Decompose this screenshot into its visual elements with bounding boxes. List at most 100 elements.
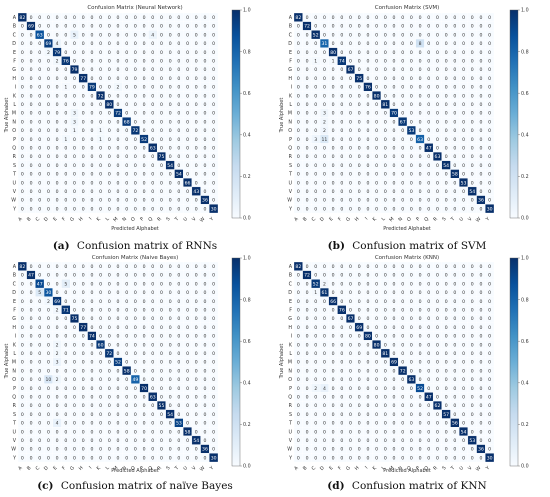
cell-value: 0: [445, 334, 448, 340]
cell-value: 0: [297, 325, 300, 331]
cell-value: 0: [479, 76, 482, 82]
cell-value: 0: [195, 32, 198, 38]
cell-value: 0: [47, 316, 50, 322]
cell-value: 0: [471, 198, 474, 204]
cell-value: 77: [80, 76, 86, 82]
cell-value: 0: [314, 180, 317, 186]
cell-value: 0: [177, 198, 180, 204]
cell-value: 0: [143, 325, 146, 331]
cell-value: 0: [479, 67, 482, 73]
cell-value: 0: [73, 281, 76, 287]
cell-value: 0: [186, 85, 189, 91]
cell-value: 0: [366, 264, 369, 270]
cell-value: 0: [160, 273, 163, 279]
cell-value: 3: [56, 360, 59, 366]
cell-value: 0: [73, 206, 76, 212]
cell-value: 0: [427, 163, 430, 169]
cell-value: 0: [195, 264, 198, 270]
cell-value: 0: [203, 299, 206, 305]
cell-value: 0: [21, 316, 24, 322]
cell-value: 0: [479, 180, 482, 186]
cell-value: 0: [479, 50, 482, 56]
cell-value: 0: [212, 24, 215, 30]
cell-value: 0: [384, 15, 387, 21]
cell-value: 0: [169, 429, 172, 435]
cell-value: 0: [349, 360, 352, 366]
cell-value: 0: [479, 429, 482, 435]
cell-value: 0: [108, 394, 111, 400]
cell-value: 0: [488, 342, 491, 348]
cell-value: 0: [323, 368, 326, 374]
cell-value: 0: [410, 342, 413, 348]
y-tick-label: W: [11, 447, 16, 453]
cell-value: 0: [169, 198, 172, 204]
cell-value: 0: [401, 59, 404, 65]
cell-value: 0: [479, 41, 482, 47]
cell-value: 0: [462, 412, 465, 418]
y-tick-label: R: [289, 154, 293, 160]
cell-value: 0: [393, 316, 396, 322]
x-tick-label: W: [475, 465, 483, 473]
cell-value: 0: [151, 325, 154, 331]
cell-value: 3: [314, 137, 317, 143]
y-tick-label: W: [287, 447, 292, 453]
cell-value: 0: [401, 189, 404, 195]
cell-value: 0: [82, 290, 85, 296]
cell-value: 1: [64, 137, 67, 143]
cell-value: 0: [203, 93, 206, 99]
cell-value: 0: [64, 290, 67, 296]
cell-value: 0: [453, 264, 456, 270]
cell-value: 0: [393, 163, 396, 169]
cell-value: 0: [410, 273, 413, 279]
cell-value: 0: [82, 189, 85, 195]
cell-value: 0: [82, 281, 85, 287]
y-tick-label: O: [288, 128, 292, 134]
cell-value: 0: [195, 334, 198, 340]
cell-value: 67: [348, 67, 354, 73]
cell-value: 0: [30, 334, 33, 340]
y-tick-label: U: [288, 180, 292, 186]
cell-value: 0: [160, 137, 163, 143]
cell-value: 0: [445, 325, 448, 331]
cell-value: 0: [64, 455, 67, 461]
cell-value: 0: [462, 119, 465, 125]
x-axis-label: Predicted Alphabet: [111, 226, 159, 232]
cell-value: 1: [314, 59, 317, 65]
cell-value: 0: [375, 290, 378, 296]
cell-value: 0: [410, 334, 413, 340]
cell-value: 0: [445, 128, 448, 134]
cell-value: 0: [393, 447, 396, 453]
cell-value: 0: [134, 342, 137, 348]
cell-value: 0: [384, 316, 387, 322]
cell-value: 0: [21, 299, 24, 305]
cell-value: 0: [419, 438, 422, 444]
x-tick-label: U: [182, 216, 189, 223]
cell-value: 60: [98, 342, 104, 348]
cell-value: 0: [358, 128, 361, 134]
cell-value: 0: [332, 455, 335, 461]
cell-value: 0: [134, 412, 137, 418]
cell-value: 0: [349, 180, 352, 186]
cell-value: 0: [177, 368, 180, 374]
cell-value: 0: [427, 299, 430, 305]
cell-value: 0: [64, 189, 67, 195]
cell-value: 0: [436, 59, 439, 65]
colorbar-tick-label: 0.0: [243, 464, 251, 470]
cell-value: 0: [297, 172, 300, 178]
cell-value: 0: [203, 281, 206, 287]
cell-value: 0: [427, 137, 430, 143]
caption-letter: (a): [53, 240, 70, 252]
cell-value: 0: [401, 403, 404, 409]
cell-value: 80: [365, 334, 371, 340]
cell-value: 0: [427, 85, 430, 91]
cell-value: 0: [21, 93, 24, 99]
cell-value: 80: [330, 50, 336, 56]
cell-value: 0: [56, 180, 59, 186]
cell-value: 0: [453, 447, 456, 453]
cell-value: 0: [151, 360, 154, 366]
cell-value: 0: [38, 264, 41, 270]
cell-value: 0: [393, 24, 396, 30]
cell-value: 0: [99, 50, 102, 56]
cell-value: 0: [56, 368, 59, 374]
cell-value: 0: [297, 189, 300, 195]
